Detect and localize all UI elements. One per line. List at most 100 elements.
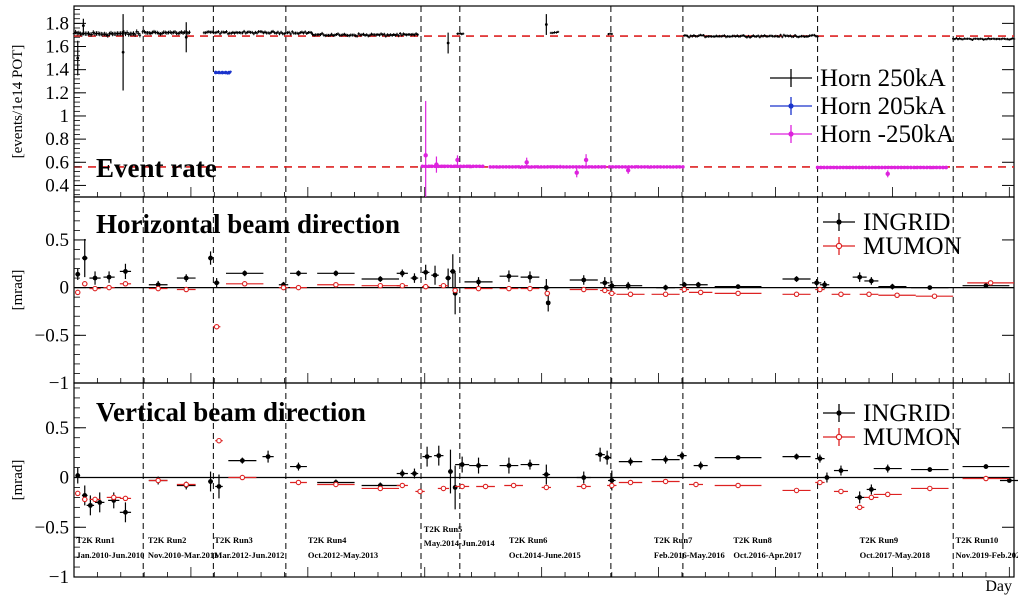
series-segment-horn-250ka [683, 33, 819, 39]
data-point-mumon [92, 496, 98, 503]
series-point [818, 165, 823, 170]
data-point-ingrid [296, 270, 301, 276]
series-point [921, 165, 926, 170]
series-point [674, 165, 679, 169]
series-point [941, 165, 945, 170]
outlier-point [434, 162, 439, 167]
data-point-ingrid [698, 463, 704, 468]
series-point [480, 164, 485, 169]
series-point [883, 165, 887, 170]
data-point-ingrid [868, 487, 874, 492]
data-point-ingrid [459, 462, 465, 467]
run-name-label: T2K Run8 [733, 535, 772, 545]
data-point-mumon [377, 485, 384, 492]
series-point [623, 165, 628, 169]
run-name-label: T2K Run6 [509, 535, 548, 545]
data-point-mumon [838, 488, 844, 495]
series-point [639, 165, 644, 169]
series-point [602, 165, 607, 169]
y-tick-label: 1 [60, 106, 70, 127]
series-point [889, 165, 894, 170]
series-point [220, 70, 225, 75]
run-period-label: Oct.2016-Apr.2017 [733, 550, 802, 560]
series-point [477, 164, 482, 169]
data-point-ingrid [857, 274, 863, 280]
series-point [835, 165, 839, 170]
data-point-ingrid [543, 472, 549, 477]
series-point [928, 165, 932, 170]
data-point-mumon [527, 285, 533, 292]
series-point [439, 164, 444, 169]
series-point [838, 165, 842, 170]
data-point-mumon [662, 478, 669, 485]
legend-entry: INGRID [863, 400, 951, 427]
data-point-ingrid [735, 455, 741, 461]
y-tick-label: 0.5 [45, 230, 69, 251]
series-point [577, 165, 582, 169]
data-point-ingrid [628, 459, 633, 464]
data-point-mumon [111, 494, 117, 501]
data-point-ingrid [927, 467, 933, 472]
series-point [905, 165, 910, 170]
data-point-mumon [543, 484, 550, 491]
y-axis-label: [events/1e14 POT] [10, 45, 26, 159]
series-point [880, 165, 884, 170]
data-point-mumon [627, 291, 634, 298]
data-point-mumon [74, 289, 81, 296]
run-name-label: T2K Run1 [76, 535, 115, 545]
series-point [545, 165, 550, 169]
data-point-ingrid [242, 270, 248, 276]
series-point [847, 165, 852, 170]
series-point [857, 165, 862, 170]
data-point-ingrid [663, 285, 668, 291]
series-segment-horn-250ka [607, 32, 613, 36]
series-segment-horn-250ka [456, 32, 465, 36]
data-point-ingrid [476, 279, 481, 285]
outlier-point [574, 170, 579, 175]
y-axis-label: [mrad] [10, 270, 26, 311]
data-point-mumon [681, 286, 688, 293]
data-point-ingrid [609, 283, 615, 289]
outlier-point [76, 56, 80, 60]
series-point [873, 165, 878, 170]
data-point-ingrid [216, 484, 222, 489]
series-point [671, 165, 676, 169]
run-period-label: Feb.2016-May.2016 [654, 550, 725, 560]
outlier-point [455, 157, 460, 163]
series-point [886, 165, 891, 170]
data-point-mumon [241, 281, 248, 287]
data-point-ingrid [581, 277, 587, 283]
series-point [561, 165, 566, 169]
data-point-mumon [92, 285, 98, 292]
series-point [520, 165, 524, 169]
run-period-label: Oct.2014-June.2015 [509, 550, 581, 560]
data-point-ingrid [155, 282, 161, 288]
data-point-ingrid [423, 269, 429, 275]
data-point-mumon [239, 474, 246, 481]
series-point [458, 164, 463, 169]
data-point-ingrid [1006, 478, 1012, 483]
series-point [455, 164, 460, 169]
data-point-ingrid [602, 280, 608, 286]
series-point [909, 165, 913, 170]
data-point-ingrid [239, 458, 245, 463]
series-point [870, 165, 875, 170]
series-point [658, 165, 663, 169]
data-point-mumon [122, 495, 129, 502]
data-point-mumon [662, 291, 669, 298]
data-point-ingrid [123, 509, 128, 515]
data-point-ingrid [543, 285, 549, 291]
data-point-ingrid [794, 454, 799, 460]
run-period-label: May.2014-Jun.2014 [424, 538, 496, 548]
run-period-label: Mar.2012-Jun.2012 [214, 550, 284, 560]
series-point [614, 165, 618, 169]
series-point [539, 165, 543, 169]
data-point-ingrid [890, 284, 895, 290]
outlier-point [81, 24, 85, 28]
series-point [655, 165, 660, 169]
series-point [633, 165, 637, 169]
series-point [213, 70, 218, 75]
data-point-ingrid [695, 282, 701, 288]
data-point-ingrid [625, 283, 631, 289]
data-point-mumon [697, 289, 704, 296]
